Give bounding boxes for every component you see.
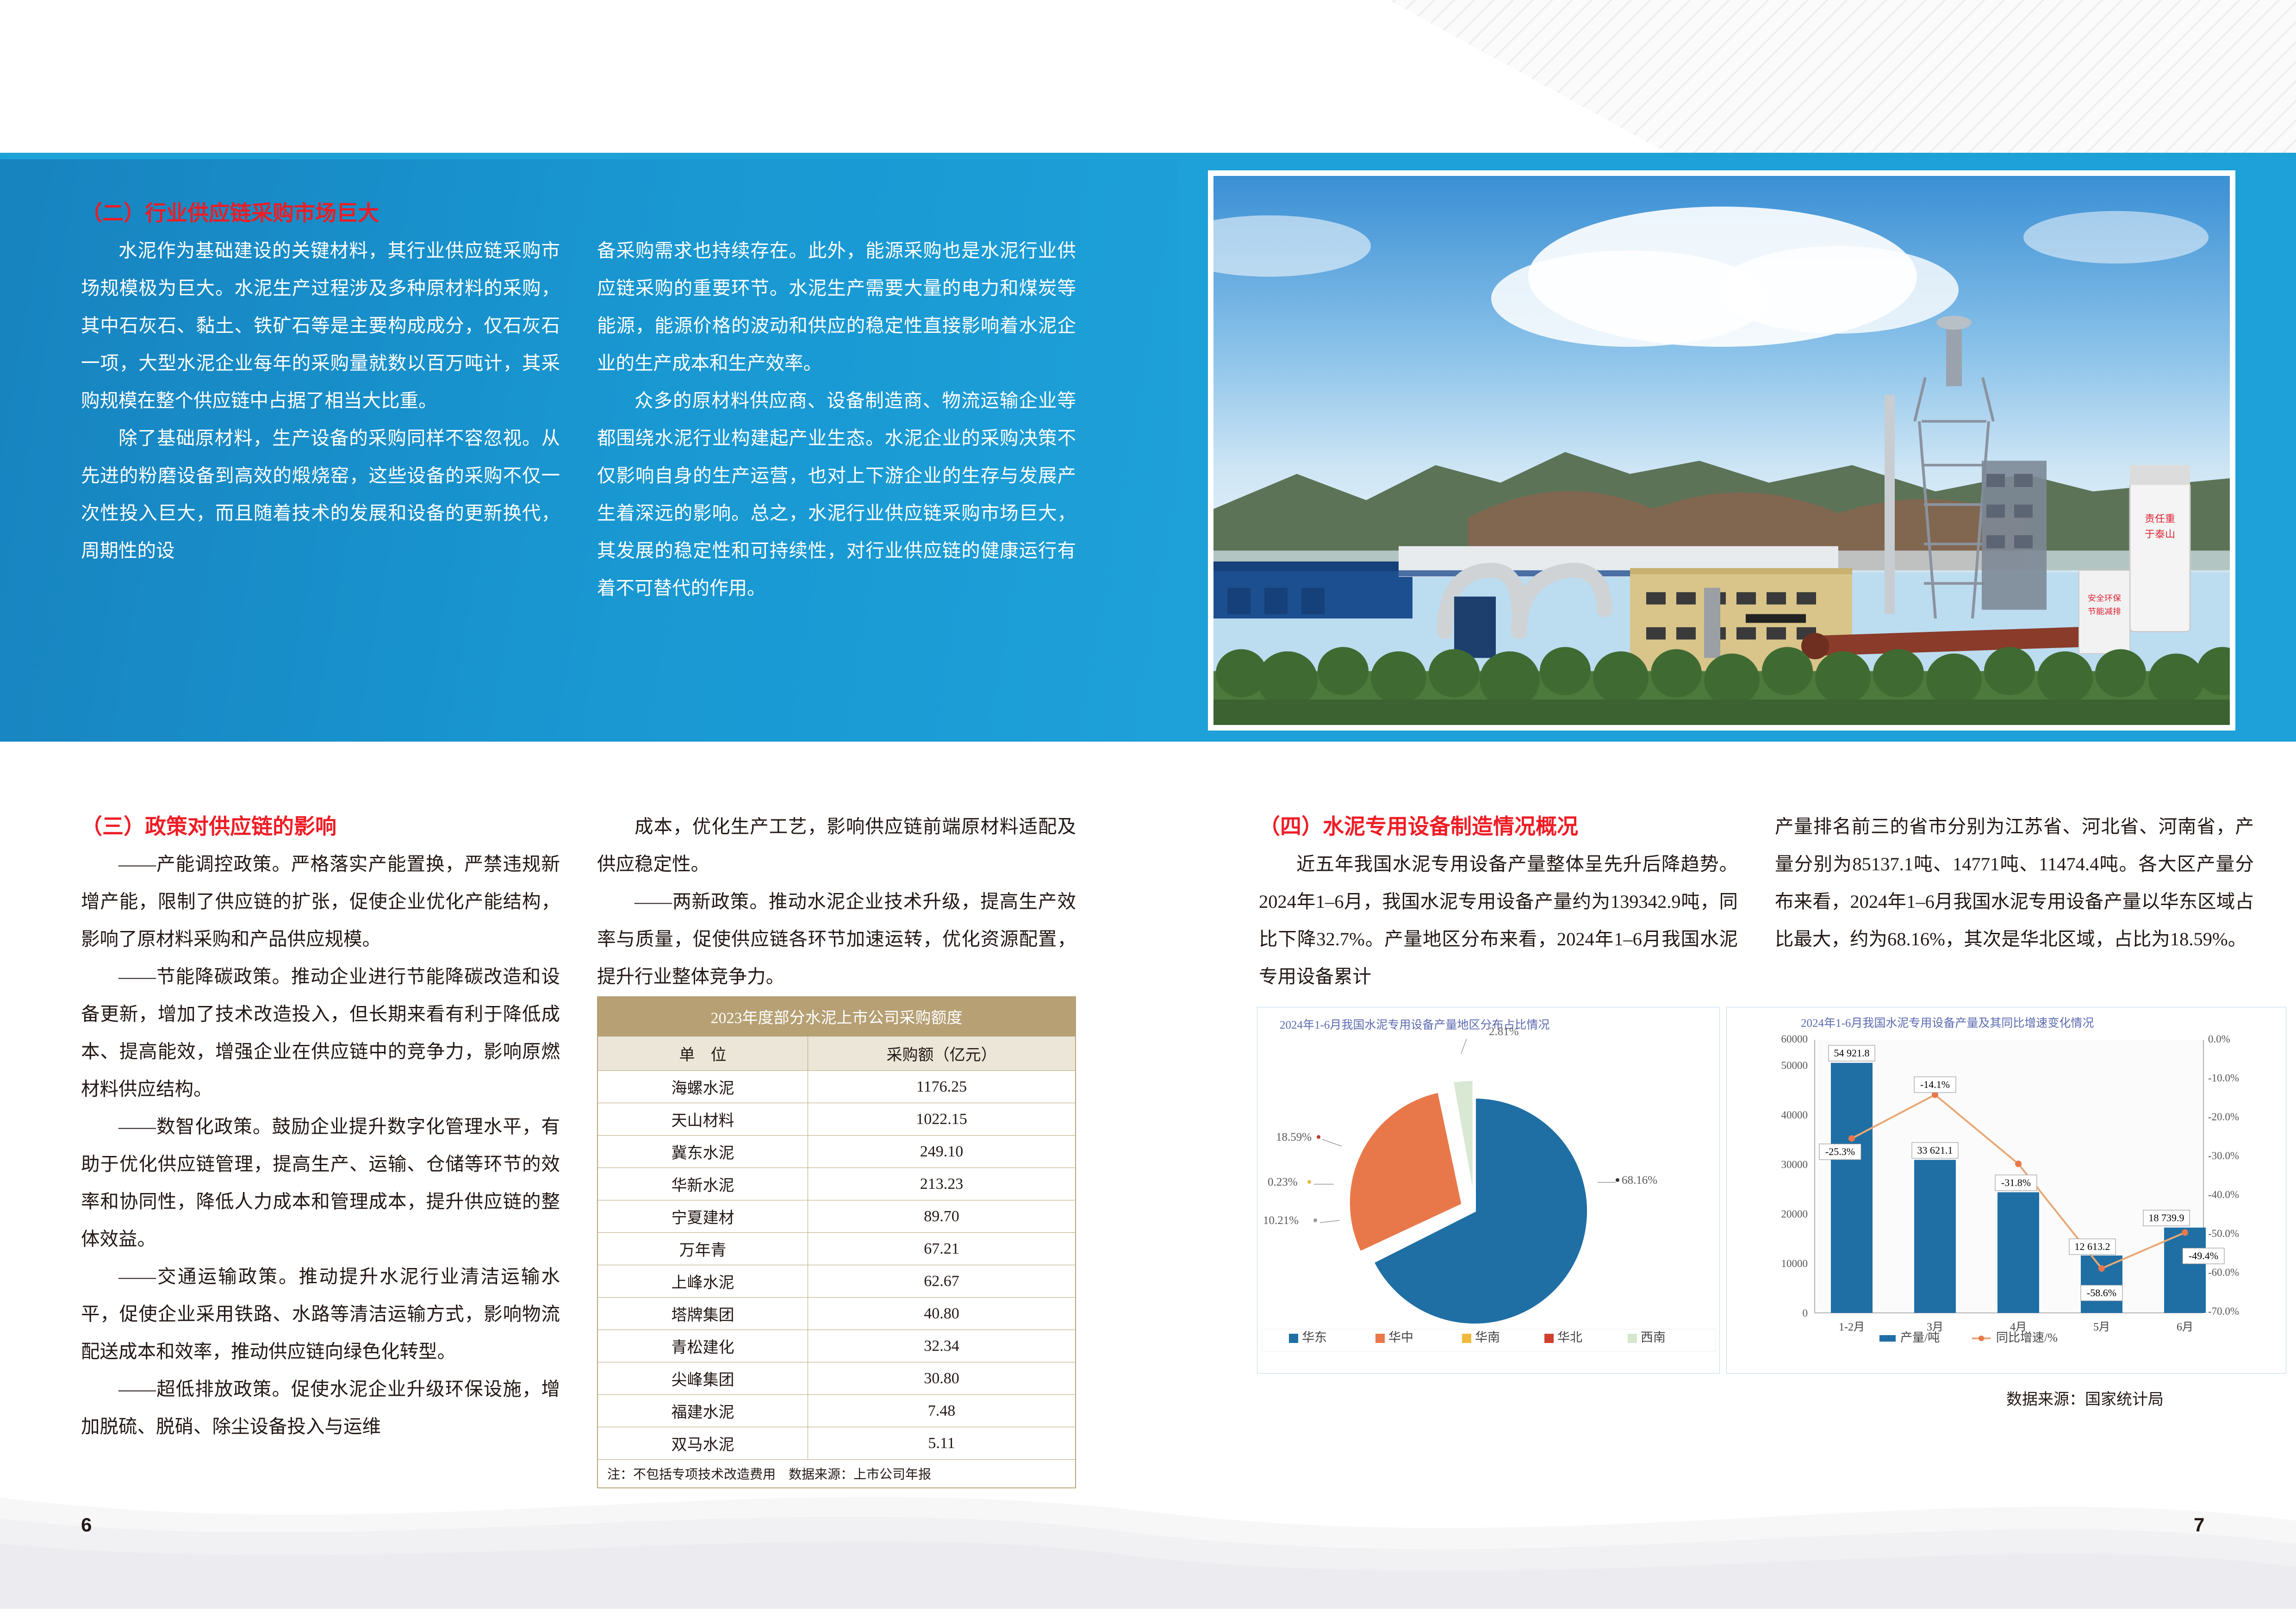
svg-text:18 739.9: 18 739.9 (2149, 1212, 2184, 1224)
svg-text:责任重: 责任重 (2145, 513, 2175, 524)
svg-text:-10.0%: -10.0% (2208, 1072, 2239, 1084)
svg-text:2.81%: 2.81% (1489, 1025, 1519, 1038)
svg-text:-20.0%: -20.0% (2208, 1111, 2239, 1123)
svg-text:1-2月: 1-2月 (1839, 1321, 1865, 1333)
svg-text:节能减排: 节能减排 (2088, 607, 2121, 616)
svg-text:西南: 西南 (1641, 1330, 1666, 1344)
svg-text:10.21%: 10.21% (1263, 1214, 1299, 1227)
svg-text:同比增速/%: 同比增速/% (1996, 1331, 2058, 1344)
svg-text:-50.0%: -50.0% (2208, 1228, 2239, 1239)
svg-text:-14.1%: -14.1% (1920, 1079, 1950, 1090)
svg-text:0.0%: 0.0% (2208, 1033, 2230, 1045)
svg-text:5月: 5月 (2093, 1321, 2110, 1333)
svg-text:60000: 60000 (1781, 1033, 1808, 1045)
svg-text:于泰山: 于泰山 (2145, 529, 2175, 539)
svg-text:安全环保: 安全环保 (2088, 594, 2121, 603)
svg-text:-40.0%: -40.0% (2208, 1189, 2239, 1200)
svg-text:2024年1-6月我国水泥专用设备产量及其同比增速变化情况: 2024年1-6月我国水泥专用设备产量及其同比增速变化情况 (1801, 1017, 2094, 1030)
svg-text:-30.0%: -30.0% (2208, 1150, 2239, 1162)
svg-text:40000: 40000 (1781, 1109, 1808, 1121)
svg-text:12 613.2: 12 613.2 (2075, 1241, 2110, 1252)
svg-text:30000: 30000 (1781, 1159, 1808, 1170)
svg-text:0: 0 (1803, 1307, 1808, 1319)
svg-text:-49.4%: -49.4% (2189, 1250, 2218, 1262)
svg-text:-25.3%: -25.3% (1825, 1146, 1855, 1157)
svg-text:华东: 华东 (1302, 1330, 1327, 1344)
svg-text:20000: 20000 (1781, 1208, 1808, 1220)
svg-text:68.16%: 68.16% (1622, 1174, 1657, 1187)
svg-text:50000: 50000 (1781, 1060, 1808, 1071)
svg-text:华北: 华北 (1557, 1330, 1582, 1344)
svg-text:-60.0%: -60.0% (2208, 1267, 2239, 1278)
svg-text:产量/吨: 产量/吨 (1900, 1331, 1940, 1344)
svg-text:0.23%: 0.23% (1268, 1176, 1298, 1188)
svg-text:华中: 华中 (1388, 1330, 1413, 1344)
svg-text:-58.6%: -58.6% (2087, 1287, 2116, 1299)
svg-text:18.59%: 18.59% (1276, 1131, 1312, 1143)
svg-text:6月: 6月 (2177, 1321, 2193, 1333)
svg-text:华南: 华南 (1475, 1330, 1500, 1344)
svg-text:33 621.1: 33 621.1 (1917, 1144, 1953, 1156)
svg-text:-31.8%: -31.8% (2001, 1177, 2031, 1188)
svg-text:54 921.8: 54 921.8 (1834, 1047, 1870, 1059)
svg-text:10000: 10000 (1781, 1258, 1808, 1269)
svg-text:-70.0%: -70.0% (2208, 1305, 2239, 1317)
